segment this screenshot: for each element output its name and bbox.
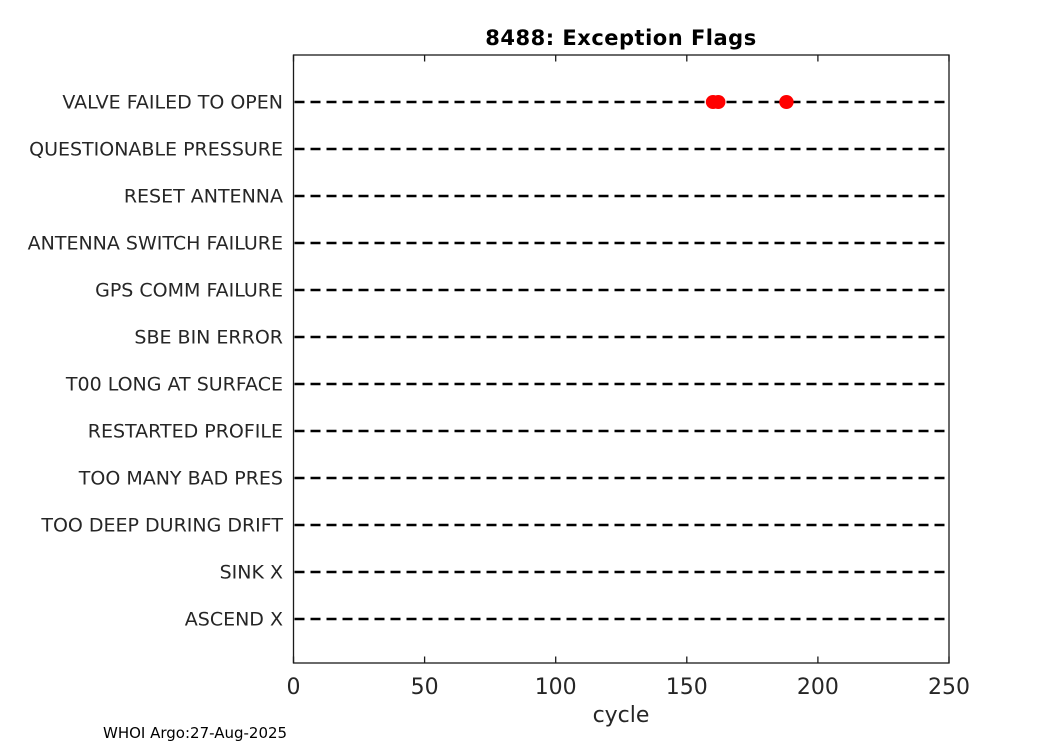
y-axis-category-label: TOO MANY BAD PRES — [78, 468, 283, 490]
x-tick-label: 100 — [535, 675, 577, 700]
plot-box — [292, 54, 950, 664]
y-axis-category-label: VALVE FAILED TO OPEN — [62, 92, 283, 114]
y-axis-category-label: ANTENNA SWITCH FAILURE — [28, 233, 283, 255]
x-tick-label: 250 — [928, 675, 970, 700]
chart-title: 8488: Exception Flags — [485, 26, 757, 50]
data-point-marker — [711, 95, 726, 109]
x-tick-label: 50 — [411, 675, 439, 700]
y-axis-category-label: SBE BIN ERROR — [134, 327, 283, 349]
data-point-marker — [779, 95, 794, 109]
y-axis-category-label: GPS COMM FAILURE — [95, 280, 283, 302]
y-axis-category-label: ASCEND X — [185, 609, 283, 631]
x-axis-label: cycle — [592, 703, 650, 728]
y-axis-category-label: RESET ANTENNA — [124, 186, 283, 208]
y-axis-category-label: RESTARTED PROFILE — [88, 421, 283, 443]
x-tick-label: 150 — [666, 675, 708, 700]
y-axis-category-label: SINK X — [220, 562, 283, 584]
y-axis-category-label: T00 LONG AT SURFACE — [65, 374, 283, 396]
x-tick-label: 0 — [287, 675, 301, 700]
y-axis-category-label: TOO DEEP DURING DRIFT — [40, 515, 283, 537]
y-axis-category-label: QUESTIONABLE PRESSURE — [29, 139, 283, 161]
x-tick-label: 200 — [797, 675, 839, 700]
footer-annotation: WHOI Argo:27-Aug-2025 — [103, 724, 288, 742]
